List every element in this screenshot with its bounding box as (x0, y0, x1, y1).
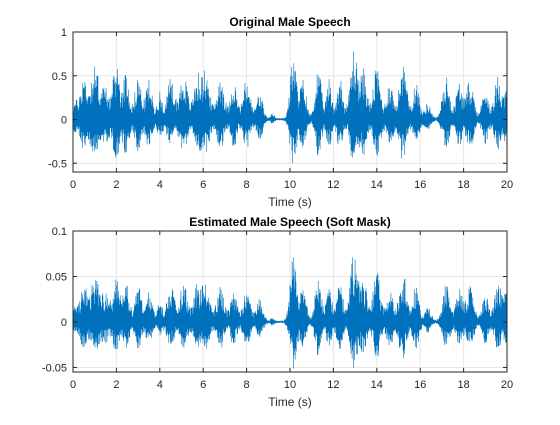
x-tick-label: 6 (200, 379, 206, 391)
y-tick-label: -0.05 (42, 362, 67, 374)
x-tick-label: 16 (414, 179, 426, 191)
x-tick-label: 10 (284, 379, 296, 391)
subplot-bottom: Estimated Male Speech (Soft Mask) 0 2 4 6 8 1… (42, 215, 513, 409)
x-tick-label: 18 (457, 179, 469, 191)
subplot-top: Original Male Speech 0 2 4 6 8 10 12 14 16 18 20 -… (48, 15, 513, 209)
x-tick-label: 6 (200, 179, 206, 191)
y-tick-label: -0.5 (48, 158, 67, 170)
y-tick-label: 0 (61, 115, 67, 127)
x-ticks: 0 2 4 6 8 10 12 14 16 18 20 (70, 231, 513, 391)
y-tick-label: 1 (61, 27, 67, 39)
x-tick-label: 8 (244, 179, 250, 191)
y-ticks: -0.05 0 0.05 0.1 (42, 226, 507, 374)
x-tick-label: 12 (327, 179, 339, 191)
x-tick-label: 14 (371, 179, 383, 191)
waveform-line (72, 51, 508, 164)
y-tick-label: 0.5 (52, 71, 67, 83)
x-axis-label: Time (s) (268, 195, 312, 209)
y-tick-label: 0.1 (52, 226, 67, 238)
x-tick-label: 0 (70, 179, 76, 191)
x-tick-label: 18 (457, 379, 469, 391)
x-tick-label: 20 (501, 179, 513, 191)
waveform-line (72, 257, 508, 369)
subplot-title: Estimated Male Speech (Soft Mask) (189, 215, 390, 229)
x-tick-label: 2 (113, 379, 119, 391)
waveform (72, 257, 508, 369)
x-tick-label: 20 (501, 379, 513, 391)
x-tick-label: 0 (70, 379, 76, 391)
x-ticks: 0 2 4 6 8 10 12 14 16 18 20 (70, 32, 513, 191)
x-tick-label: 14 (371, 379, 383, 391)
x-tick-label: 4 (157, 379, 163, 391)
x-tick-label: 2 (113, 179, 119, 191)
subplot-title: Original Male Speech (229, 15, 350, 29)
y-ticks: -0.5 0 0.5 1 (48, 27, 507, 170)
waveform (72, 51, 508, 164)
x-tick-label: 4 (157, 179, 163, 191)
x-axis-label: Time (s) (268, 395, 312, 409)
x-tick-label: 10 (284, 179, 296, 191)
y-tick-label: 0.05 (46, 271, 67, 283)
y-tick-label: 0 (61, 317, 67, 329)
x-tick-label: 16 (414, 379, 426, 391)
x-tick-label: 8 (244, 379, 250, 391)
x-tick-label: 12 (327, 379, 339, 391)
